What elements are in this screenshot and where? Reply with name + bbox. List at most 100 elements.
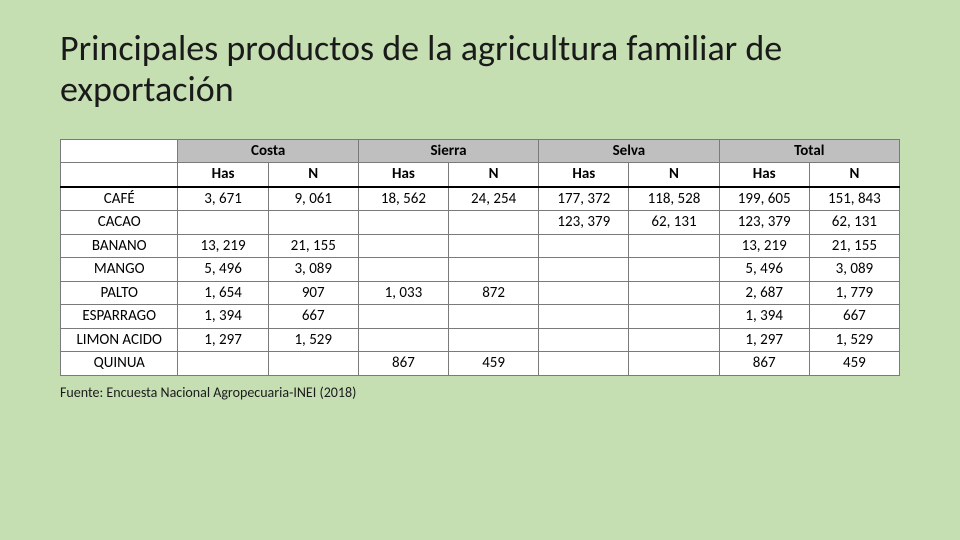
data-cell: 5, 496 (178, 258, 268, 282)
data-cell (449, 305, 539, 329)
data-cell (629, 328, 719, 352)
table-body: CAFÉ3, 6719, 06118, 56224, 254177, 37211… (61, 187, 900, 376)
data-cell: 24, 254 (449, 187, 539, 211)
data-cell (539, 281, 629, 305)
data-cell (449, 328, 539, 352)
data-cell: 1, 654 (178, 281, 268, 305)
data-cell (539, 258, 629, 282)
data-cell: 123, 379 (539, 211, 629, 235)
data-cell: 1, 033 (358, 281, 448, 305)
data-cell: 459 (809, 352, 899, 376)
product-cell: ESPARRAGO (61, 305, 178, 329)
metric-header: Has (539, 163, 629, 187)
products-table: CostaSierraSelvaTotal HasNHasNHasNHasN C… (60, 139, 900, 376)
table-row: PALTO1, 6549071, 033872 2, 6871, 779 (61, 281, 900, 305)
data-cell: 1, 297 (719, 328, 809, 352)
data-cell: 872 (449, 281, 539, 305)
data-cell: 9, 061 (268, 187, 358, 211)
data-cell: 1, 394 (178, 305, 268, 329)
data-cell (449, 211, 539, 235)
region-header: Total (719, 139, 899, 163)
data-cell: 2, 687 (719, 281, 809, 305)
metric-header: N (629, 163, 719, 187)
data-cell: 123, 379 (719, 211, 809, 235)
table-row: CAFÉ3, 6719, 06118, 56224, 254177, 37211… (61, 187, 900, 211)
data-cell (268, 352, 358, 376)
region-header: Selva (539, 139, 719, 163)
product-cell: CACAO (61, 211, 178, 235)
data-cell (629, 305, 719, 329)
metric-header: Has (358, 163, 448, 187)
data-cell (449, 258, 539, 282)
metric-header: Has (178, 163, 268, 187)
data-cell: 21, 155 (809, 234, 899, 258)
region-header: Sierra (358, 139, 538, 163)
metric-header: N (809, 163, 899, 187)
data-cell: 3, 671 (178, 187, 268, 211)
data-cell (629, 281, 719, 305)
data-cell (178, 352, 268, 376)
data-cell: 21, 155 (268, 234, 358, 258)
data-cell: 62, 131 (629, 211, 719, 235)
data-cell: 3, 089 (809, 258, 899, 282)
data-cell: 177, 372 (539, 187, 629, 211)
data-cell: 459 (449, 352, 539, 376)
table-row: QUINUA867459867459 (61, 352, 900, 376)
data-cell (539, 234, 629, 258)
data-cell: 667 (268, 305, 358, 329)
data-cell (358, 328, 448, 352)
product-cell: PALTO (61, 281, 178, 305)
data-cell: 18, 562 (358, 187, 448, 211)
data-cell: 3, 089 (268, 258, 358, 282)
data-cell: 1, 394 (719, 305, 809, 329)
table-row: LIMON ACIDO1, 2971, 5291, 2971, 529 (61, 328, 900, 352)
data-cell (358, 234, 448, 258)
data-cell: 62, 131 (809, 211, 899, 235)
data-cell: 667 (809, 305, 899, 329)
data-cell (539, 305, 629, 329)
data-cell (449, 234, 539, 258)
data-cell: 867 (719, 352, 809, 376)
table-region-header-row: CostaSierraSelvaTotal (61, 139, 900, 163)
product-cell: BANANO (61, 234, 178, 258)
data-cell: 118, 528 (629, 187, 719, 211)
data-cell: 867 (358, 352, 448, 376)
data-cell: 13, 219 (178, 234, 268, 258)
data-cell (358, 211, 448, 235)
data-cell (629, 352, 719, 376)
data-cell: 199, 605 (719, 187, 809, 211)
product-cell: CAFÉ (61, 187, 178, 211)
page-title: Principales productos de la agricultura … (60, 28, 900, 111)
metric-header: N (268, 163, 358, 187)
table-row: CACAO123, 37962, 131123, 37962, 131 (61, 211, 900, 235)
data-cell (629, 258, 719, 282)
table-row: MANGO5, 4963, 0895, 4963, 089 (61, 258, 900, 282)
data-cell (358, 305, 448, 329)
table-metric-header-row: HasNHasNHasNHasN (61, 163, 900, 187)
data-cell (178, 211, 268, 235)
data-cell: 13, 219 (719, 234, 809, 258)
metric-header: N (449, 163, 539, 187)
data-cell (539, 328, 629, 352)
table-corner-blank-2 (61, 163, 178, 187)
product-cell: QUINUA (61, 352, 178, 376)
product-cell: MANGO (61, 258, 178, 282)
table-row: BANANO13, 21921, 15513, 21921, 155 (61, 234, 900, 258)
table-corner-blank (61, 139, 178, 163)
metric-header: Has (719, 163, 809, 187)
source-note: Fuente: Encuesta Nacional Agropecuaria-I… (60, 384, 900, 401)
data-cell (358, 258, 448, 282)
data-cell: 1, 529 (268, 328, 358, 352)
product-cell: LIMON ACIDO (61, 328, 178, 352)
region-header: Costa (178, 139, 358, 163)
data-cell: 5, 496 (719, 258, 809, 282)
data-cell: 151, 843 (809, 187, 899, 211)
data-cell (539, 352, 629, 376)
data-cell: 907 (268, 281, 358, 305)
data-cell (629, 234, 719, 258)
table-row: ESPARRAGO1, 3946671, 394667 (61, 305, 900, 329)
data-cell (268, 211, 358, 235)
data-cell: 1, 779 (809, 281, 899, 305)
data-cell: 1, 297 (178, 328, 268, 352)
data-cell: 1, 529 (809, 328, 899, 352)
